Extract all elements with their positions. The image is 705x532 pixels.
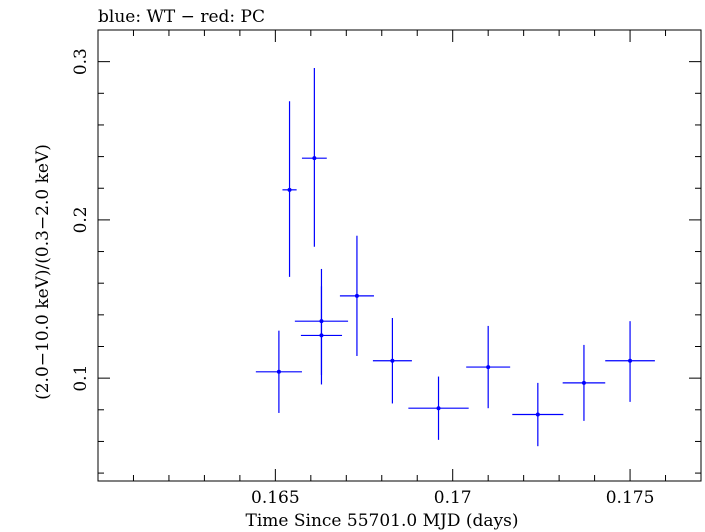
point-marker <box>436 406 441 411</box>
point-marker <box>390 358 395 363</box>
point-marker <box>276 369 281 374</box>
axis-ticks <box>98 30 701 481</box>
data-point <box>408 376 469 440</box>
data-point <box>294 268 349 375</box>
data-point <box>339 235 374 356</box>
data-point <box>282 101 297 277</box>
data-points <box>255 67 655 447</box>
x-tick-label: 0.175 <box>606 488 655 508</box>
y-tick-label: 0.2 <box>71 206 91 233</box>
point-marker <box>486 365 491 370</box>
point-marker <box>287 187 292 192</box>
point-marker <box>319 319 324 324</box>
point-marker <box>354 293 359 298</box>
y-tick-label: 0.3 <box>71 48 91 75</box>
data-point <box>512 382 564 447</box>
x-axis-label: Time Since 55701.0 MJD (days) <box>246 511 519 531</box>
data-point <box>605 321 655 402</box>
data-point <box>466 325 511 409</box>
point-marker <box>312 156 317 161</box>
x-tick-label: 0.17 <box>434 488 472 508</box>
point-marker <box>535 412 540 417</box>
data-point <box>372 318 412 404</box>
y-axis-label: (2.0−10.0 keV)/(0.3−2.0 keV) <box>33 144 53 400</box>
point-marker <box>581 380 586 385</box>
y-tick-label: 0.1 <box>71 365 91 392</box>
x-tick-label: 0.165 <box>251 488 300 508</box>
plot-frame <box>97 29 702 482</box>
chart-title: blue: WT − red: PC <box>98 7 265 27</box>
axis-tick-labels: 0.165 0.17 0.175 0.1 0.2 0.3 <box>71 48 654 508</box>
data-point <box>255 330 302 413</box>
data-point <box>562 344 606 421</box>
point-marker <box>628 358 633 363</box>
data-point <box>301 67 327 247</box>
